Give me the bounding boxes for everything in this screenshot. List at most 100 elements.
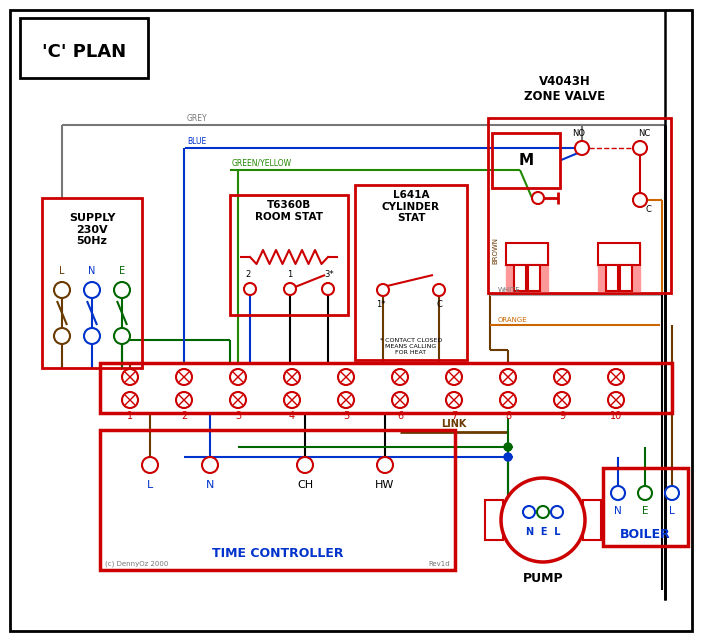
Circle shape bbox=[575, 141, 589, 155]
Circle shape bbox=[551, 506, 563, 518]
Bar bbox=[492, 133, 560, 188]
Text: L: L bbox=[669, 506, 675, 516]
Circle shape bbox=[392, 392, 408, 408]
Text: BROWN: BROWN bbox=[492, 237, 498, 263]
Circle shape bbox=[297, 457, 313, 473]
Text: BLUE: BLUE bbox=[187, 137, 206, 146]
Circle shape bbox=[638, 486, 652, 500]
Text: 2: 2 bbox=[246, 270, 251, 279]
Bar bbox=[230, 195, 348, 315]
Bar bbox=[598, 243, 640, 291]
Circle shape bbox=[54, 282, 70, 298]
Circle shape bbox=[122, 369, 138, 385]
Circle shape bbox=[504, 453, 512, 461]
Text: E: E bbox=[119, 266, 125, 276]
Circle shape bbox=[284, 283, 296, 295]
Circle shape bbox=[284, 392, 300, 408]
Circle shape bbox=[338, 369, 354, 385]
Circle shape bbox=[523, 506, 535, 518]
Bar bbox=[603, 468, 688, 546]
Text: 9: 9 bbox=[559, 411, 565, 421]
Bar bbox=[355, 185, 467, 360]
Circle shape bbox=[554, 369, 570, 385]
Text: T6360B
ROOM STAT: T6360B ROOM STAT bbox=[255, 200, 323, 222]
Text: 7: 7 bbox=[451, 411, 457, 421]
Circle shape bbox=[446, 369, 462, 385]
Text: C: C bbox=[436, 300, 442, 309]
Circle shape bbox=[611, 486, 625, 500]
Circle shape bbox=[446, 392, 462, 408]
Text: * CONTACT CLOSED
MEANS CALLING
FOR HEAT: * CONTACT CLOSED MEANS CALLING FOR HEAT bbox=[380, 338, 442, 355]
Text: LINK: LINK bbox=[442, 419, 467, 429]
Text: PUMP: PUMP bbox=[523, 572, 563, 585]
Text: N: N bbox=[614, 506, 622, 516]
Circle shape bbox=[608, 392, 624, 408]
Bar bbox=[606, 265, 618, 291]
Circle shape bbox=[142, 457, 158, 473]
Text: CH: CH bbox=[297, 480, 313, 490]
Text: 'C' PLAN: 'C' PLAN bbox=[42, 43, 126, 61]
Circle shape bbox=[244, 283, 256, 295]
Text: V4043H
ZONE VALVE: V4043H ZONE VALVE bbox=[524, 75, 606, 103]
Bar bbox=[506, 243, 548, 265]
Text: M: M bbox=[519, 153, 534, 168]
Circle shape bbox=[114, 328, 130, 344]
Text: 5: 5 bbox=[343, 411, 349, 421]
Bar bbox=[20, 18, 148, 78]
Circle shape bbox=[537, 506, 549, 518]
Text: L641A
CYLINDER
STAT: L641A CYLINDER STAT bbox=[382, 190, 440, 223]
Text: BOILER: BOILER bbox=[620, 528, 671, 541]
Text: Rev1d: Rev1d bbox=[428, 561, 450, 567]
Circle shape bbox=[202, 457, 218, 473]
Circle shape bbox=[500, 392, 516, 408]
Text: 10: 10 bbox=[610, 411, 622, 421]
Circle shape bbox=[608, 369, 624, 385]
Circle shape bbox=[122, 392, 138, 408]
Bar bbox=[100, 363, 672, 413]
Circle shape bbox=[500, 369, 516, 385]
Bar bbox=[488, 118, 671, 293]
Text: 3*: 3* bbox=[324, 270, 334, 279]
Circle shape bbox=[54, 328, 70, 344]
Circle shape bbox=[284, 369, 300, 385]
Text: C: C bbox=[645, 205, 651, 214]
Text: L: L bbox=[147, 480, 153, 490]
Text: NC: NC bbox=[638, 129, 650, 138]
Circle shape bbox=[84, 328, 100, 344]
Circle shape bbox=[377, 457, 393, 473]
Text: E: E bbox=[642, 506, 648, 516]
Circle shape bbox=[338, 392, 354, 408]
Circle shape bbox=[176, 369, 192, 385]
Bar bbox=[42, 198, 142, 368]
Circle shape bbox=[377, 284, 389, 296]
Text: NO: NO bbox=[572, 129, 585, 138]
Text: 1: 1 bbox=[127, 411, 133, 421]
Text: 1*: 1* bbox=[376, 300, 386, 309]
Circle shape bbox=[554, 392, 570, 408]
Circle shape bbox=[665, 486, 679, 500]
Circle shape bbox=[433, 284, 445, 296]
Text: ORANGE: ORANGE bbox=[498, 317, 528, 323]
Text: 8: 8 bbox=[505, 411, 511, 421]
Circle shape bbox=[392, 369, 408, 385]
Text: 6: 6 bbox=[397, 411, 403, 421]
Circle shape bbox=[532, 192, 544, 204]
Text: N  E  L: N E L bbox=[526, 527, 560, 537]
Text: N: N bbox=[88, 266, 95, 276]
Text: 1: 1 bbox=[287, 270, 293, 279]
Text: TIME CONTROLLER: TIME CONTROLLER bbox=[212, 547, 343, 560]
Text: GREEN/YELLOW: GREEN/YELLOW bbox=[232, 159, 292, 168]
Bar bbox=[583, 500, 601, 540]
Bar bbox=[100, 430, 455, 570]
Circle shape bbox=[114, 282, 130, 298]
Bar bbox=[485, 500, 503, 540]
Text: 4: 4 bbox=[289, 411, 295, 421]
Circle shape bbox=[504, 443, 512, 451]
Circle shape bbox=[176, 392, 192, 408]
Bar bbox=[598, 243, 640, 265]
Text: 2: 2 bbox=[181, 411, 187, 421]
Text: HW: HW bbox=[376, 480, 395, 490]
Bar bbox=[620, 265, 632, 291]
Circle shape bbox=[501, 478, 585, 562]
Circle shape bbox=[633, 193, 647, 207]
